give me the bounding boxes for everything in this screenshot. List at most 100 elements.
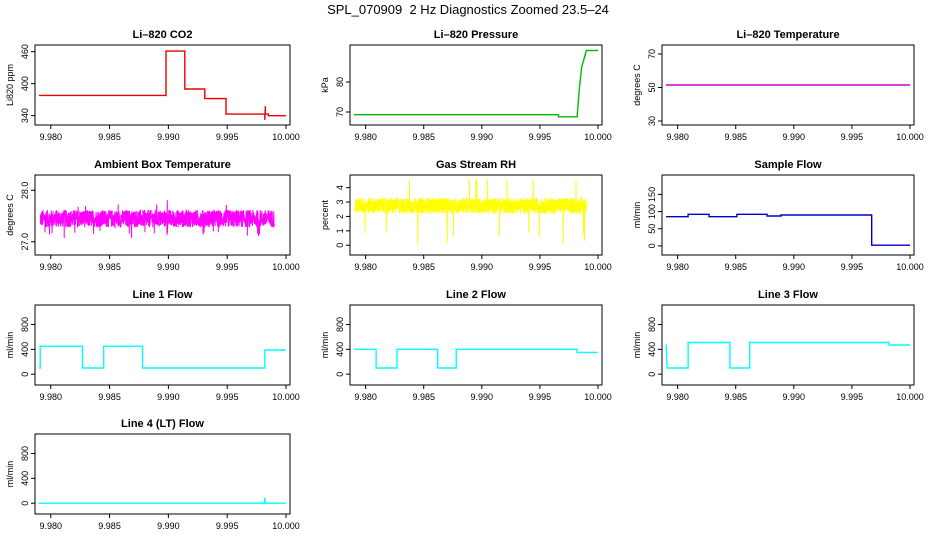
x-tick-label: 9.980 — [666, 132, 689, 142]
x-tick-label: 9.990 — [471, 392, 494, 402]
y-axis-label: degrees C — [632, 64, 642, 106]
x-tick-label: 9.995 — [216, 262, 239, 272]
x-tick-label: 9.990 — [783, 132, 806, 142]
y-tick-label: 0 — [335, 372, 345, 377]
x-tick-label: 9.995 — [529, 262, 552, 272]
y-tick-label: 800 — [647, 317, 657, 332]
y-tick-label: 3 — [335, 200, 345, 205]
x-tick-label: 9.995 — [841, 132, 864, 142]
panel-line1: Line 1 Flow 9.980 9.985 9.990 9.995 10.000 0 40… — [5, 289, 300, 402]
y-tick-label: 4 — [335, 185, 345, 190]
y-axis-label: degrees C — [5, 194, 15, 236]
x-tick-label: 10.000 — [896, 392, 924, 402]
x-tick-label: 9.990 — [783, 262, 806, 272]
y-tick-label: 400 — [647, 342, 657, 357]
x-tick-label: 9.990 — [157, 521, 180, 531]
y-tick-label: 0 — [647, 372, 657, 377]
x-tick-label: 9.980 — [666, 392, 689, 402]
series-line — [666, 213, 910, 246]
y-tick-label: 400 — [335, 342, 345, 357]
plot-frame — [349, 304, 603, 386]
x-tick-label: 9.985 — [724, 262, 747, 272]
x-tick-label: 9.985 — [412, 392, 435, 402]
panel-line2: Line 2 Flow 9.980 9.985 9.990 9.995 10.000 0 40… — [320, 289, 612, 402]
panel-title: Li–820 Pressure — [434, 29, 518, 41]
series-line — [354, 179, 587, 246]
x-tick-label: 9.990 — [157, 392, 180, 402]
y-axis-label: ml/min — [5, 461, 15, 488]
y-tick-label: 70 — [335, 107, 345, 117]
y-tick-label: 70 — [647, 49, 657, 59]
y-axis-label: ml/min — [632, 332, 642, 359]
x-tick-label: 9.985 — [98, 262, 121, 272]
y-tick-label: 28.0 — [20, 182, 30, 200]
x-tick-label: 9.995 — [216, 521, 239, 531]
y-tick-label: 400 — [20, 76, 30, 91]
x-tick-label: 9.980 — [354, 132, 377, 142]
panel-title: Li–820 Temperature — [736, 29, 839, 41]
series-line — [39, 50, 286, 120]
y-tick-label: 150 — [647, 187, 657, 202]
panel-title: Li–820 CO2 — [133, 29, 193, 41]
panel-rh: Gas Stream RH 9.980 9.985 9.990 9.995 10.000 0… — [320, 159, 612, 272]
panel-temperature: Li–820 Temperature 9.980 9.985 9.990 9.995 10… — [632, 29, 924, 142]
panel-sample: Sample Flow 9.980 9.985 9.990 9.995 10.000 0 50… — [632, 159, 924, 272]
panel-title: Line 1 Flow — [133, 289, 193, 301]
x-tick-label: 10.000 — [272, 521, 300, 531]
y-tick-label: 0 — [335, 243, 345, 248]
x-tick-label: 10.000 — [584, 262, 612, 272]
panel-title: Line 3 Flow — [758, 289, 818, 301]
y-axis-label: ml/min — [320, 332, 330, 359]
plot-frame — [661, 304, 915, 386]
y-tick-label: 800 — [20, 446, 30, 461]
x-tick-label: 9.990 — [471, 262, 494, 272]
x-tick-label: 9.995 — [841, 262, 864, 272]
x-tick-label: 9.980 — [354, 262, 377, 272]
panel-title: Ambient Box Temperature — [94, 159, 231, 171]
y-tick-label: 1 — [335, 228, 345, 233]
x-tick-label: 9.995 — [529, 392, 552, 402]
x-tick-label: 9.990 — [157, 262, 180, 272]
series-line — [665, 341, 910, 369]
plot-frame — [34, 44, 291, 126]
y-axis-label: percent — [320, 199, 330, 230]
y-tick-label: 0 — [647, 243, 657, 248]
x-tick-label: 9.995 — [841, 392, 864, 402]
series-line — [39, 345, 286, 369]
x-tick-label: 9.985 — [98, 392, 121, 402]
x-tick-label: 9.985 — [412, 262, 435, 272]
x-tick-label: 10.000 — [272, 132, 300, 142]
x-tick-label: 9.980 — [39, 132, 62, 142]
x-tick-label: 9.995 — [216, 132, 239, 142]
x-tick-label: 9.990 — [157, 132, 180, 142]
x-tick-label: 9.980 — [354, 392, 377, 402]
x-tick-label: 9.985 — [724, 392, 747, 402]
panel-title: Line 2 Flow — [446, 289, 506, 301]
y-tick-label: 100 — [647, 204, 657, 219]
x-tick-label: 9.980 — [39, 262, 62, 272]
x-tick-label: 10.000 — [272, 262, 300, 272]
x-tick-label: 10.000 — [272, 392, 300, 402]
x-tick-label: 9.980 — [39, 521, 62, 531]
panel-title: Gas Stream RH — [436, 159, 516, 171]
y-tick-label: 800 — [335, 317, 345, 332]
y-tick-label: 50 — [647, 224, 657, 234]
x-tick-label: 9.980 — [666, 262, 689, 272]
y-tick-label: 340 — [20, 108, 30, 123]
y-tick-label: 0 — [20, 372, 30, 377]
x-tick-label: 9.985 — [98, 132, 121, 142]
y-axis-label: kPa — [320, 77, 330, 93]
panel-title: Sample Flow — [754, 159, 822, 171]
y-tick-label: 800 — [20, 317, 30, 332]
y-tick-label: 400 — [20, 471, 30, 486]
y-tick-label: 0 — [20, 501, 30, 506]
y-tick-label: 400 — [20, 342, 30, 357]
plot-frame — [34, 304, 291, 386]
panel-co2: Li–820 CO2 9.980 9.985 9.990 9.995 10.000 340 4… — [5, 29, 300, 142]
x-tick-label: 9.985 — [98, 521, 121, 531]
x-tick-label: 9.995 — [529, 132, 552, 142]
y-tick-label: 50 — [647, 83, 657, 93]
series-line — [39, 200, 275, 239]
x-tick-label: 10.000 — [896, 262, 924, 272]
